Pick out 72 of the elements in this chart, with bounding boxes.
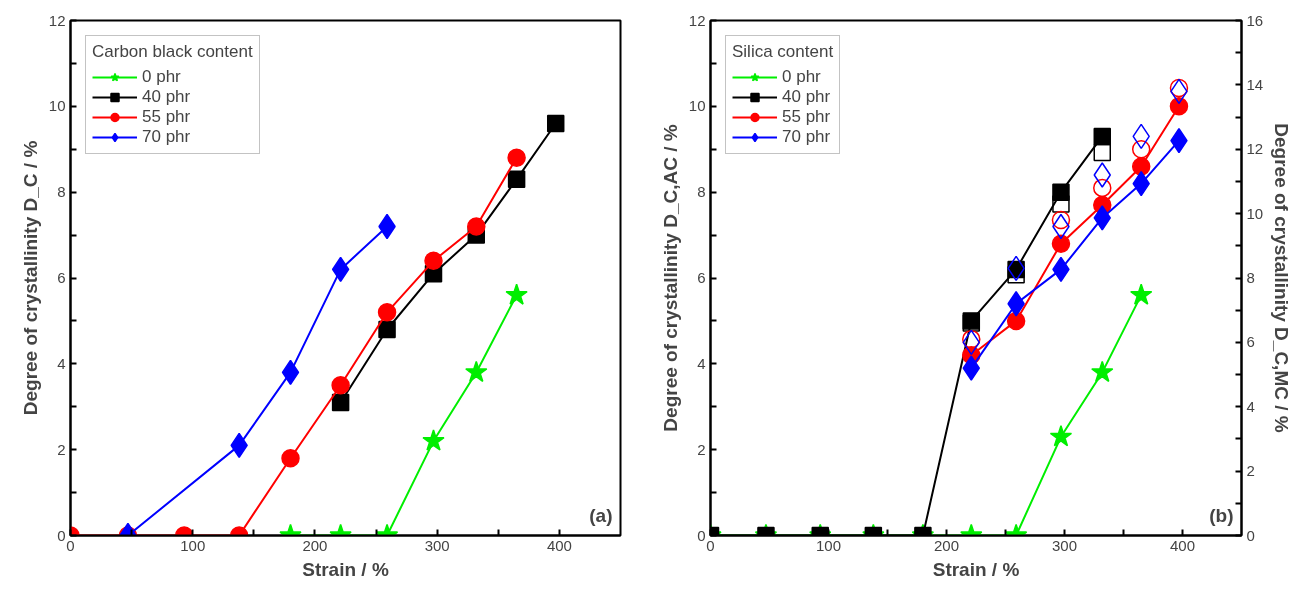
point (467, 217, 486, 236)
point (1093, 143, 1112, 162)
point (331, 256, 350, 283)
legend-label: 0 phr (782, 67, 821, 87)
y-tick-label: 2 (697, 440, 706, 458)
y-tick-label: 10 (48, 97, 66, 115)
x-tick-label: 400 (1169, 536, 1196, 554)
legend-label: 40 phr (782, 87, 831, 107)
point (546, 114, 565, 133)
point (1091, 360, 1114, 383)
y-tick-label: 8 (697, 183, 706, 201)
y-axis-title: Degree of crystallinity D_C,AC / % (659, 124, 681, 432)
y-tick-label: 6 (697, 269, 706, 286)
point (465, 360, 488, 383)
x-tick-label: 300 (424, 536, 450, 554)
legend-label: 40 phr (142, 87, 191, 107)
y-tick-label: 10 (688, 97, 706, 115)
y-tick-label: 4 (697, 354, 706, 372)
y-tick-label: 2 (57, 440, 66, 458)
point (378, 320, 396, 339)
legend-label: 0 phr (142, 67, 181, 87)
x-tick-label: 200 (933, 536, 960, 554)
annotation: (b) (1209, 504, 1234, 526)
legend-label: 70 phr (142, 127, 191, 147)
y2-tick-label: 16 (1246, 11, 1264, 29)
point (1131, 140, 1151, 159)
point (1006, 311, 1026, 331)
point (505, 283, 528, 305)
point (1093, 178, 1112, 198)
x-tick-label: 400 (546, 536, 572, 554)
legend-label: 70 phr (782, 127, 831, 147)
y2-tick-label: 12 (1246, 140, 1264, 158)
y-tick-label: 12 (688, 11, 706, 29)
point (507, 170, 526, 189)
y2-tick-label: 4 (1246, 397, 1255, 415)
y-tick-label: 12 (48, 11, 66, 29)
point (1051, 234, 1071, 253)
y2-tick-label: 6 (1246, 333, 1255, 351)
y2-tick-label: 2 (1246, 462, 1255, 480)
y-tick-label: 8 (57, 183, 66, 201)
y-tick-label: 6 (57, 269, 66, 286)
x-tick-label: 100 (815, 536, 842, 554)
y-tick-label: 4 (57, 354, 66, 372)
y-axis-title: Degree of crystallinity D_C / % (19, 140, 41, 416)
x-tick-label: 300 (1051, 536, 1078, 554)
x-axis-title: Strain / % (302, 558, 389, 580)
y2-tick-label: 8 (1246, 269, 1255, 286)
legend-label: 55 phr (782, 107, 831, 127)
point (424, 251, 443, 271)
point (1093, 162, 1112, 188)
y2-tick-label: 10 (1246, 204, 1264, 222)
point (1051, 210, 1071, 230)
point (962, 329, 981, 349)
legend-title: Carbon black content (92, 42, 253, 62)
annotation: (a) (589, 504, 613, 526)
point (377, 303, 397, 322)
point (1169, 78, 1189, 98)
x-axis-title: Strain / % (932, 558, 1020, 580)
point (507, 148, 526, 168)
point (1052, 195, 1070, 213)
point (1093, 205, 1112, 231)
y2-axis-title: Degree of crystallinity D_C,MC / % (1271, 123, 1293, 433)
point (1007, 266, 1025, 284)
point (1129, 283, 1153, 305)
point (1131, 157, 1151, 176)
y2-tick-label: 14 (1246, 75, 1264, 93)
x-tick-label: 100 (180, 536, 206, 554)
legend-label: 55 phr (142, 107, 191, 127)
point (1169, 97, 1189, 116)
point (962, 329, 981, 356)
x-tick-label: 200 (302, 536, 328, 554)
legend-title: Silica content (732, 42, 834, 62)
